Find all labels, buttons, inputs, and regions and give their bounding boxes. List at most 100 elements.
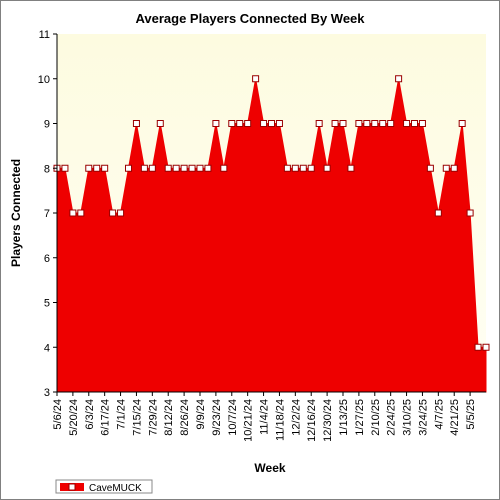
data-point-marker [156, 120, 164, 127]
data-point-marker [236, 120, 244, 127]
data-point-marker [101, 164, 109, 172]
data-point-marker [228, 120, 236, 127]
data-point-marker [315, 120, 323, 127]
x-tick-label: 7/1/24 [116, 399, 128, 430]
x-tick-label: 12/30/24 [322, 399, 334, 442]
x-tick-label: 4/21/25 [449, 399, 461, 436]
data-point-marker [196, 164, 204, 172]
axis-layer: 3 4 5 6 7 8 9 10 11 5/6/24 5/20/24 6/3/24 6/17/24 7/1… [38, 29, 486, 442]
data-point-marker [426, 164, 434, 172]
series-area [56, 78, 487, 393]
data-point-marker [347, 164, 355, 172]
x-tick-label: 2/10/25 [370, 399, 382, 436]
x-tick-label: 4/7/25 [433, 399, 445, 430]
x-tick-label: 8/12/24 [163, 399, 175, 436]
data-point-marker [220, 164, 228, 172]
legend: CaveMUCK [55, 479, 153, 494]
data-point-marker [109, 209, 117, 217]
y-tick-label: 9 [44, 119, 50, 131]
x-tick-label: 2/24/25 [386, 399, 398, 436]
y-tick-label: 5 [44, 298, 50, 310]
data-point-marker [466, 209, 474, 217]
x-tick-label: 5/5/25 [465, 399, 477, 430]
data-point-marker [93, 164, 101, 172]
y-axis-title: Players Connected [9, 159, 23, 267]
x-axis-title: Week [254, 461, 285, 475]
x-tick-label: 6/17/24 [100, 399, 112, 436]
data-point-marker [77, 209, 85, 217]
data-point-marker [363, 120, 371, 127]
legend-label: CaveMUCK [89, 483, 142, 494]
x-tick-label: 11/18/24 [274, 399, 286, 441]
data-point-marker [140, 164, 148, 172]
y-tick-label: 4 [44, 342, 50, 354]
x-tick-label: 1/13/25 [338, 399, 350, 436]
x-tick-label: 5/20/24 [68, 399, 80, 436]
data-point-marker [85, 164, 93, 172]
x-tick-label: 3/24/25 [417, 399, 429, 436]
x-tick-label: 11/4/24 [259, 399, 271, 435]
data-point-marker [188, 164, 196, 172]
data-point-marker [117, 209, 125, 217]
legend-marker [68, 483, 76, 491]
x-tick-label: 10/7/24 [227, 399, 239, 436]
data-point-marker [164, 164, 172, 172]
y-tick-label: 7 [44, 208, 50, 220]
x-tick-label: 3/10/25 [402, 399, 414, 436]
data-point-marker [371, 120, 379, 127]
data-point-marker [434, 209, 442, 217]
series-area-layer [56, 78, 487, 393]
data-point-marker [252, 75, 260, 83]
data-point-marker [212, 120, 220, 127]
x-tick-label: 12/16/24 [306, 399, 318, 442]
x-tick-label: 10/21/24 [243, 399, 255, 442]
x-tick-label: 8/26/24 [179, 399, 191, 436]
data-point-marker [204, 164, 212, 172]
marker-layer [53, 75, 490, 351]
data-point-marker [442, 164, 450, 172]
data-point-marker [411, 120, 418, 127]
data-point-marker [458, 120, 466, 127]
x-tick-label: 9/9/24 [195, 399, 207, 430]
data-point-marker [275, 120, 283, 127]
data-point-marker [379, 120, 387, 127]
data-point-marker [299, 164, 307, 172]
y-tick-label: 10 [38, 74, 50, 86]
y-tick-label: 8 [44, 163, 50, 175]
data-point-marker [260, 120, 268, 127]
data-point-marker [403, 120, 411, 127]
data-point-marker [180, 164, 188, 172]
data-point-marker [331, 120, 339, 127]
y-tick-label: 6 [44, 253, 50, 265]
data-point-marker [172, 164, 180, 172]
y-tick-label: 11 [39, 29, 50, 41]
data-point-marker [339, 120, 347, 127]
data-point-marker [307, 164, 315, 172]
data-point-marker [418, 120, 426, 127]
data-point-marker [69, 209, 77, 217]
x-tick-label: 12/2/24 [290, 399, 302, 436]
data-point-marker [450, 164, 458, 172]
chart-title: Average Players Connected By Week [135, 11, 365, 26]
data-point-marker [395, 75, 403, 83]
data-point-marker [148, 164, 156, 172]
data-point-marker [323, 164, 331, 172]
x-tick-label: 9/23/24 [211, 399, 223, 436]
y-tick-label: 3 [44, 387, 50, 399]
x-tick-label: 5/6/24 [52, 399, 64, 430]
data-point-marker [355, 120, 363, 127]
data-point-marker [61, 164, 69, 172]
data-point-marker [291, 164, 299, 172]
x-tick-label: 7/15/24 [131, 399, 143, 436]
x-tick-label: 7/29/24 [147, 399, 159, 436]
data-point-marker [125, 164, 132, 172]
data-point-marker [474, 343, 482, 351]
data-point-marker [244, 120, 252, 127]
data-point-marker [283, 164, 291, 172]
data-point-marker [132, 120, 140, 127]
data-point-marker [482, 343, 490, 351]
data-point-marker [387, 120, 395, 127]
x-tick-label: 1/27/25 [354, 399, 366, 436]
